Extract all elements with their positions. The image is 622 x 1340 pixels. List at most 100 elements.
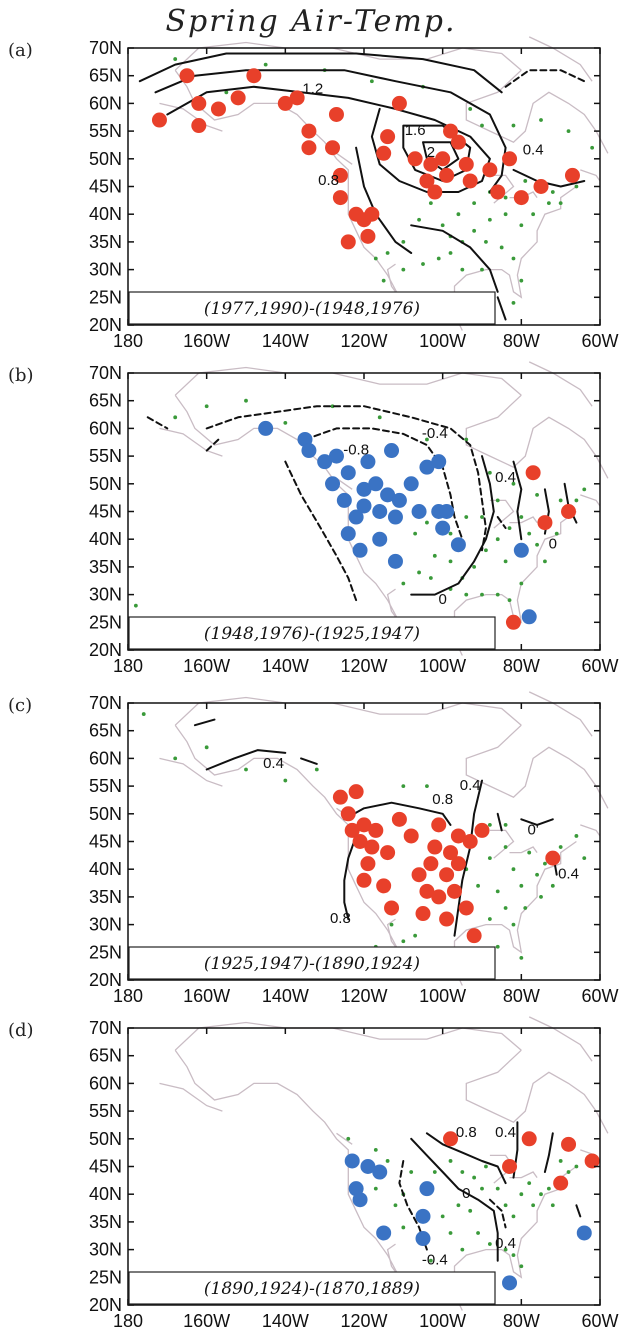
station-dot (558, 498, 563, 503)
warming-dot (443, 845, 459, 861)
station-dot (421, 262, 425, 266)
coastline (528, 36, 593, 82)
contour-label: 0.4 (495, 1124, 516, 1141)
contour-label: 0 (549, 536, 557, 553)
warming-dot (364, 206, 380, 222)
cooling-dot (356, 498, 372, 514)
coastline (174, 724, 408, 964)
figure-title: Spring Air-Temp. (165, 4, 457, 39)
cooling-dot (431, 454, 447, 470)
warming-dot (191, 95, 207, 111)
station-dot (487, 1242, 492, 1246)
cooling-dot (387, 509, 403, 525)
contour-line (543, 1132, 554, 1173)
lon-tick-label: 80W (503, 1311, 540, 1331)
warming-dot (380, 129, 396, 145)
warming-dot (533, 179, 549, 194)
cooling-dot (352, 542, 368, 558)
lat-tick-label: 35N (89, 232, 122, 252)
coastline (465, 69, 609, 154)
lon-tick-label: 100W (419, 656, 466, 676)
station-dot (535, 542, 539, 547)
station-dot (204, 404, 209, 409)
cooling-dot (372, 1164, 388, 1180)
station-dot (448, 1231, 453, 1235)
panel-a: (a) 1.2 1.6 2 0.8 0.4 70N 65N 60N 55N 50N 45N 40N 35N… (0, 36, 622, 360)
warming-dot (419, 883, 435, 899)
contour-label: 1.2 (302, 81, 323, 98)
contour-label: 0.8 (330, 910, 351, 927)
cooling-dot (344, 1153, 360, 1169)
lon-tick-label: 120W (340, 331, 387, 351)
lon-tick-label: 120W (340, 986, 387, 1006)
station-dot (484, 240, 488, 244)
station-dot (133, 603, 138, 608)
lon-tick-label: 160W (183, 986, 230, 1006)
station-dot (519, 278, 524, 283)
warming-dot (376, 878, 392, 894)
lat-tick-label: 20N (89, 640, 122, 660)
cooling-dot (521, 609, 537, 625)
warming-dot (360, 228, 376, 244)
coastline (174, 1049, 408, 1289)
warming-dot (289, 90, 305, 106)
lat-tick-label: 40N (89, 529, 122, 549)
warming-dot (301, 140, 317, 156)
coastline (336, 477, 353, 490)
cooling-dot (360, 454, 376, 470)
station-dot (448, 1159, 453, 1163)
coastline (336, 152, 353, 165)
station-dot (511, 922, 516, 927)
cooling-dot (340, 465, 356, 481)
period-box (128, 291, 496, 325)
station-dot (244, 398, 248, 403)
warming-dot (246, 68, 262, 84)
station-dot (204, 745, 209, 750)
station-dot (543, 559, 547, 564)
coastline (453, 510, 577, 656)
warming-dot (584, 1153, 600, 1169)
warming-dot (411, 867, 427, 883)
negative-contour-line (398, 1160, 428, 1251)
station-dot (574, 1164, 579, 1169)
lat-tick-label: 40N (89, 1184, 122, 1204)
lat-tick-label: 55N (89, 776, 122, 796)
station-dot (519, 581, 524, 586)
cooling-dot (328, 448, 344, 464)
station-dot (539, 895, 543, 899)
warming-dot (332, 190, 348, 206)
station-dot (464, 592, 469, 597)
station-layer (141, 712, 587, 960)
station-dot (464, 437, 469, 442)
panel-label: (d) (8, 1020, 34, 1041)
station-dot (531, 1203, 536, 1208)
lon-tick-label: 180 (113, 331, 143, 351)
warming-dot (521, 1131, 537, 1147)
period-label: (1890,1924)-(1870,1889) (204, 1279, 420, 1299)
map-svg: -0.4 -0.8 0.4 0 0 70N 65N 60N 55N 50N 45N 40N 35N 30N… (89, 361, 619, 676)
station-dot (330, 404, 335, 409)
coastline (453, 840, 577, 986)
coastline (465, 1049, 609, 1134)
station-dot (389, 922, 394, 927)
station-dot (244, 767, 248, 772)
period-label: (1948,1976)-(1925,1947) (204, 624, 420, 644)
station-dot (472, 565, 477, 569)
cooling-dot (380, 487, 396, 503)
lat-tick-label: 50N (89, 149, 122, 169)
station-dot (519, 1192, 524, 1197)
warming-dot (364, 839, 380, 855)
station-dot (373, 1186, 378, 1191)
panel-d: (d) 0.8 0.4 0 0.4 -0.4 70N 65N 60N 55N 50N 45N 40N 35… (0, 1016, 622, 1340)
station-dot (283, 778, 288, 783)
lon-tick-label: 180 (113, 656, 143, 676)
station-dot (511, 481, 516, 486)
station-dot (428, 1258, 433, 1263)
lat-tick-label: 20N (89, 315, 122, 335)
station-dot (373, 256, 378, 261)
coastline-layer (159, 1016, 609, 1311)
station-dot (468, 1208, 473, 1213)
coastline (336, 1132, 353, 1145)
station-dot (546, 201, 551, 206)
station-dot (484, 548, 488, 553)
